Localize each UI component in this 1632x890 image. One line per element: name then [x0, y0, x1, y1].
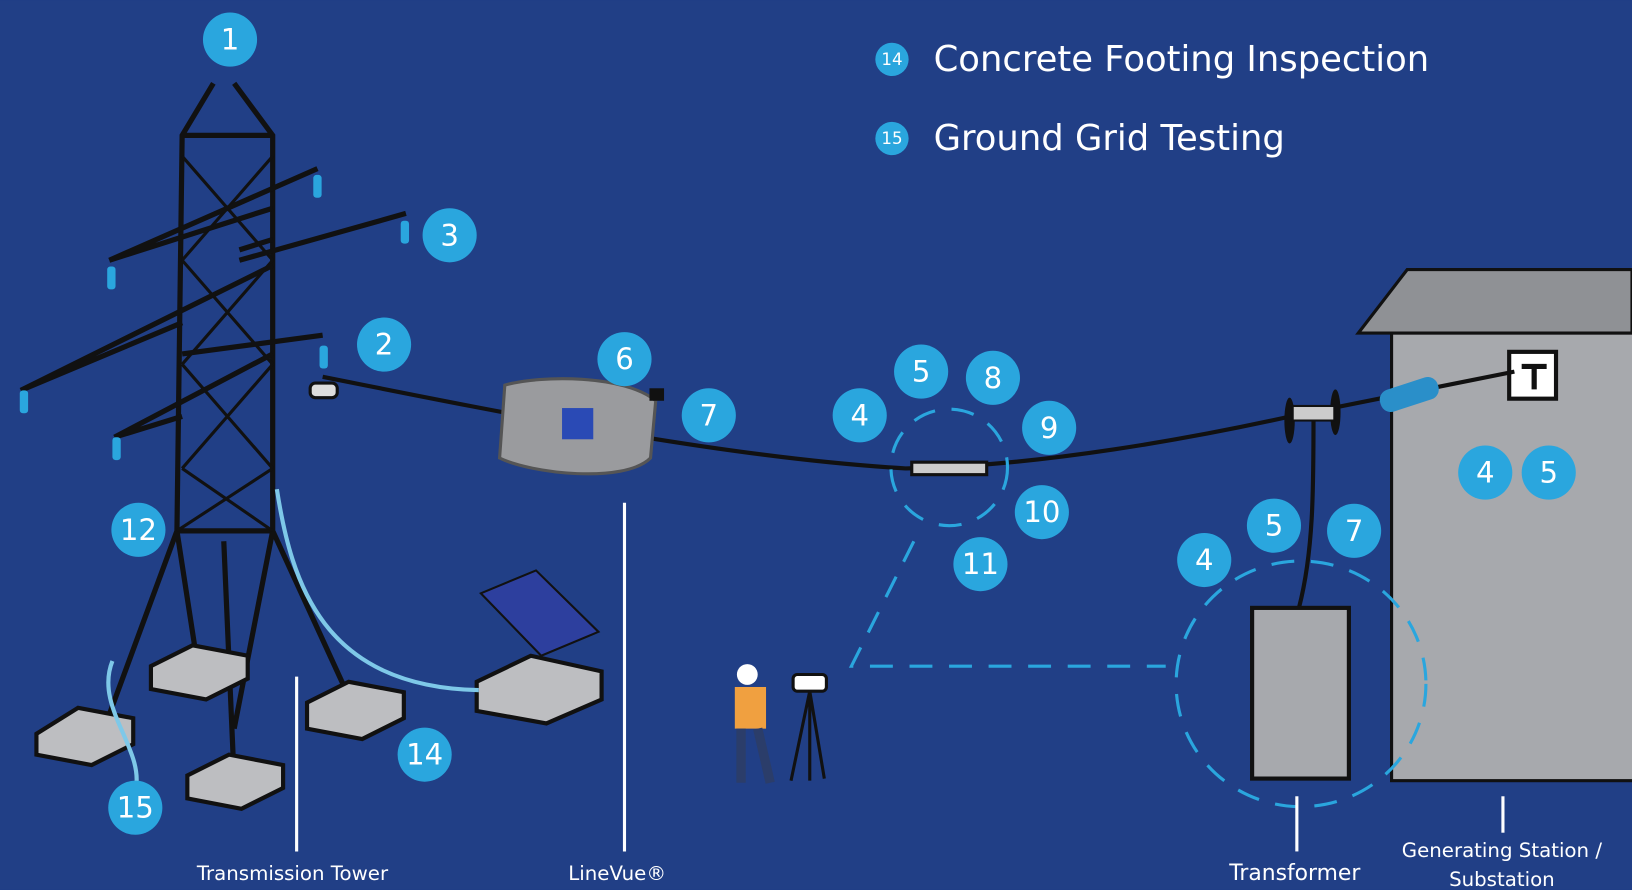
badge-number: 3 — [440, 218, 459, 252]
page: { "legend": [ {"number": "14", "text": "… — [0, 0, 1632, 890]
badge-number: 7 — [700, 398, 719, 432]
label: Transformer — [1228, 861, 1360, 886]
badge-number: 7 — [1345, 514, 1364, 548]
label: LineVue® — [568, 862, 666, 885]
badge-number: 6 — [615, 342, 634, 376]
badge-number: 4 — [1195, 543, 1214, 577]
label: Transmission Tower — [196, 862, 389, 885]
badge-number: 14 — [406, 738, 443, 772]
substation-building — [1358, 270, 1632, 781]
linevue-drone — [500, 379, 664, 474]
legend-number: 15 — [881, 129, 902, 148]
badge-number: 5 — [912, 355, 931, 389]
diagram: 1 3 2 6 7 4 5 8 9 10 11 12 14 15 4 5 7 4 5 14 Concrete Footi… — [0, 0, 1632, 890]
badge-number: 12 — [120, 513, 157, 547]
badge-number: 15 — [117, 791, 154, 825]
badge-number: 11 — [962, 547, 999, 581]
legend-number: 14 — [881, 50, 902, 69]
label: Substation — [1449, 868, 1555, 890]
badge-number: 1 — [221, 23, 240, 57]
label: Generating Station / — [1402, 839, 1603, 862]
badge-number: 10 — [1023, 495, 1060, 529]
splice — [912, 462, 987, 474]
badge-number: 2 — [375, 328, 394, 362]
badge-number: 5 — [1539, 456, 1558, 490]
legend-text: Concrete Footing Inspection — [934, 39, 1430, 80]
badge-number: 4 — [1476, 456, 1495, 490]
badge-number: 9 — [1040, 411, 1059, 445]
sensor — [310, 383, 337, 398]
badge-number: 4 — [850, 398, 869, 432]
badge-number: 8 — [984, 361, 1003, 395]
badge-number: 5 — [1265, 509, 1284, 543]
legend-text: Ground Grid Testing — [934, 118, 1285, 159]
